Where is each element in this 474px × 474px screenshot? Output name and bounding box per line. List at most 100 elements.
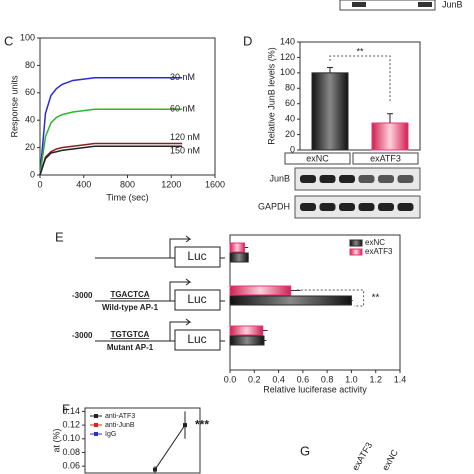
legend-label: exNC <box>365 238 385 247</box>
y-tick-label: 140 <box>280 36 295 46</box>
bar <box>229 252 249 263</box>
series-label: 150 nM <box>170 146 200 156</box>
y-tick-label: 60 <box>25 87 35 97</box>
luc-label: Luc <box>187 292 206 306</box>
legend-swatch <box>349 248 363 256</box>
column-label: exATF3 <box>350 440 374 472</box>
series-line <box>39 145 183 176</box>
y-axis-label: Response units <box>9 75 19 138</box>
blot-label: GAPDH <box>258 201 290 211</box>
site-name: Mutant AP-1 <box>107 343 154 352</box>
position: -3000 <box>72 291 93 300</box>
top-blot <box>339 0 436 11</box>
significance-bracket <box>296 289 365 307</box>
x-tick-label: exATF3 <box>370 153 401 163</box>
luc-box <box>174 289 221 311</box>
y-tick-label: 100 <box>280 67 295 77</box>
x-tick-label: 1600 <box>205 179 225 189</box>
bar <box>229 285 292 296</box>
promoter-arrow <box>169 318 192 341</box>
x-tick-label: 400 <box>76 179 91 189</box>
bar <box>229 325 264 336</box>
x-tick-label: 1200 <box>161 179 181 189</box>
x-tick-label: 0.0 <box>224 374 237 384</box>
legend-marker <box>94 414 98 418</box>
y-tick-label: 40 <box>25 115 35 125</box>
x-tick-label: 1.2 <box>369 374 382 384</box>
blot <box>294 195 421 219</box>
y-tick-label: 80 <box>25 60 35 70</box>
legend-swatch <box>349 239 363 247</box>
series-label: 30 nM <box>170 72 195 82</box>
panel-letter: D <box>243 33 252 48</box>
y-tick-label: 0.10 <box>62 433 80 443</box>
blot-band <box>397 175 414 183</box>
site: TGACTCA <box>110 290 149 299</box>
x-tick-label: 0 <box>37 179 42 189</box>
legend-label: anti-JunB <box>105 422 135 429</box>
category-box <box>284 152 351 165</box>
luc-box <box>174 329 221 351</box>
x-tick-label: 0.4 <box>272 374 285 384</box>
panel-letter: E <box>55 229 64 244</box>
legend-marker <box>94 423 98 427</box>
legend-label: IgG <box>105 431 116 438</box>
x-tick-label: 0.2 <box>248 374 261 384</box>
category-box <box>352 152 419 165</box>
bar <box>371 122 409 151</box>
x-tick-label: 1.0 <box>345 374 358 384</box>
legend-label: anti-ATF3 <box>105 413 135 420</box>
y-tick-label: 120 <box>280 52 295 62</box>
site: TGTGTCA <box>111 330 150 339</box>
x-axis-label: Relative luciferase activity <box>263 384 367 394</box>
promoter-arrow <box>169 235 192 258</box>
bar <box>311 72 349 151</box>
significance-bracket <box>329 55 391 103</box>
panel-letter: G <box>300 443 310 458</box>
blot-band <box>358 203 375 211</box>
plot-frame <box>299 41 421 151</box>
series-line <box>154 424 186 470</box>
blot-band <box>300 203 316 211</box>
y-tick-label: 100 <box>20 32 35 42</box>
series-line <box>39 108 183 176</box>
y-tick-label: 20 <box>285 129 295 139</box>
blot-band <box>397 203 414 211</box>
bar <box>229 335 265 346</box>
x-axis-label: Time (sec) <box>106 192 148 202</box>
x-tick-label: 0.8 <box>321 374 334 384</box>
blot-band <box>378 203 394 211</box>
series-line <box>39 142 183 176</box>
x-tick-label: 1.4 <box>394 374 407 384</box>
x-tick-label: exNC <box>306 153 329 163</box>
y-tick-label: 0.06 <box>62 461 80 471</box>
luc-box <box>174 246 221 268</box>
blot-band <box>339 175 355 183</box>
series-line <box>39 76 183 176</box>
blot-label: JunB <box>442 0 463 9</box>
annotation: ** <box>356 46 364 56</box>
bar <box>229 242 246 253</box>
y-tick-label: 0 <box>30 169 35 179</box>
y-tick-label: 0 <box>290 144 295 154</box>
site-name: Wild-type AP-1 <box>102 303 159 312</box>
blot-band <box>319 175 336 183</box>
y-axis-label: Relative JunB levels (%) <box>266 47 276 145</box>
legend-marker <box>94 432 98 436</box>
y-axis-label: at (%) <box>51 428 61 452</box>
bar <box>229 295 352 306</box>
y-tick-label: 40 <box>285 114 295 124</box>
x-tick-label: 800 <box>120 179 135 189</box>
promoter-arrow <box>169 278 192 301</box>
column-label: exNC <box>380 447 400 472</box>
y-tick-label: 0.08 <box>62 447 80 457</box>
annotation: ** <box>372 293 380 304</box>
blot-band <box>352 2 366 7</box>
blot-band <box>378 175 394 183</box>
legend-label: exATF3 <box>365 247 393 256</box>
y-tick-label: 20 <box>25 142 35 152</box>
series-label: 60 nM <box>170 104 195 114</box>
y-tick-label: 0.14 <box>62 406 80 416</box>
blot-band <box>358 175 375 183</box>
